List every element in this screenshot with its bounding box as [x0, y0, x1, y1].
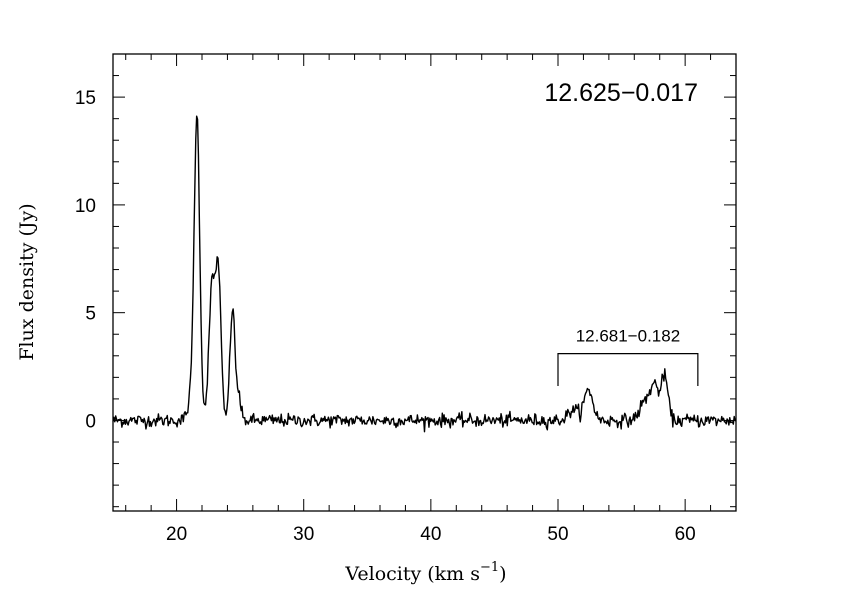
- spectrum-line: [112, 115, 737, 433]
- x-tick-label: 40: [420, 524, 441, 545]
- y-tick-label: 10: [75, 196, 96, 217]
- bracket: [557, 353, 699, 386]
- x-axis-title: Velocity (km s−1): [344, 560, 506, 585]
- y-tick-label: 5: [85, 304, 96, 325]
- series-layer: [112, 115, 737, 433]
- y-axis-title: Flux density (Jy): [16, 203, 38, 360]
- x-tick-label: 50: [547, 524, 568, 545]
- x-tick-label: 20: [166, 524, 187, 545]
- axes: 20 30 40 50 60 0 5 10 15: [75, 53, 737, 545]
- annotations: 12.625−0.017 12.681−0.182: [544, 79, 699, 386]
- source-name-label: 12.625−0.017: [544, 79, 698, 107]
- y-tick-label: 0: [85, 411, 96, 432]
- x-tick-label: 60: [675, 524, 696, 545]
- x-axis-title-close: ): [499, 563, 506, 585]
- y-tick-label: 15: [75, 88, 96, 109]
- x-axis-title-main: Velocity (km s: [344, 563, 480, 585]
- plot-frame: [112, 53, 737, 512]
- x-axis-title-superscript: −1: [480, 560, 499, 575]
- x-tick-label: 30: [293, 524, 314, 545]
- secondary-source-label: 12.681−0.182: [576, 327, 680, 346]
